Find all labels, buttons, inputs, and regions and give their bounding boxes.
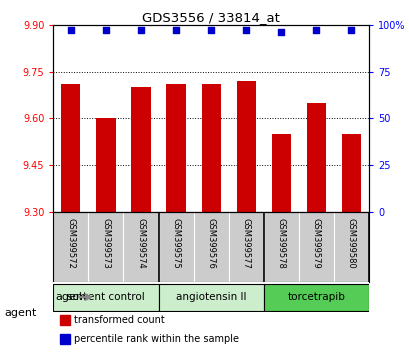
Text: GSM399579: GSM399579 [311, 217, 320, 268]
Point [243, 28, 249, 33]
Text: agent: agent [55, 292, 87, 302]
Text: GSM399578: GSM399578 [276, 217, 285, 268]
Bar [201, 84, 220, 212]
Point [277, 29, 284, 35]
Bar [263, 284, 368, 311]
Text: agent: agent [4, 308, 36, 318]
Bar [271, 134, 290, 212]
Title: GDS3556 / 33814_at: GDS3556 / 33814_at [142, 11, 279, 24]
Bar [341, 134, 360, 212]
Bar [306, 103, 325, 212]
Bar [96, 118, 115, 212]
Point [207, 28, 214, 33]
Text: angiotensin II: angiotensin II [175, 292, 246, 302]
Bar [59, 335, 70, 344]
Text: GSM399575: GSM399575 [171, 217, 180, 268]
Text: solvent control: solvent control [67, 292, 144, 302]
Point [67, 28, 74, 33]
Bar [158, 284, 263, 311]
Point [312, 28, 319, 33]
Point [102, 28, 109, 33]
Text: GSM399576: GSM399576 [206, 217, 215, 268]
Bar [166, 84, 185, 212]
Bar [59, 315, 70, 325]
Point [137, 28, 144, 33]
Text: GSM399577: GSM399577 [241, 217, 250, 268]
Bar [61, 84, 80, 212]
Text: GSM399574: GSM399574 [136, 217, 145, 268]
Text: torcetrapib: torcetrapib [287, 292, 344, 302]
Text: GSM399580: GSM399580 [346, 217, 355, 268]
Text: transformed count: transformed count [74, 315, 164, 325]
Bar [131, 87, 150, 212]
Text: GSM399573: GSM399573 [101, 217, 110, 268]
Point [347, 28, 354, 33]
Point [172, 28, 179, 33]
Text: GSM399572: GSM399572 [66, 217, 75, 268]
Bar [53, 284, 158, 311]
Text: percentile rank within the sample: percentile rank within the sample [74, 334, 238, 344]
Bar [236, 81, 255, 212]
